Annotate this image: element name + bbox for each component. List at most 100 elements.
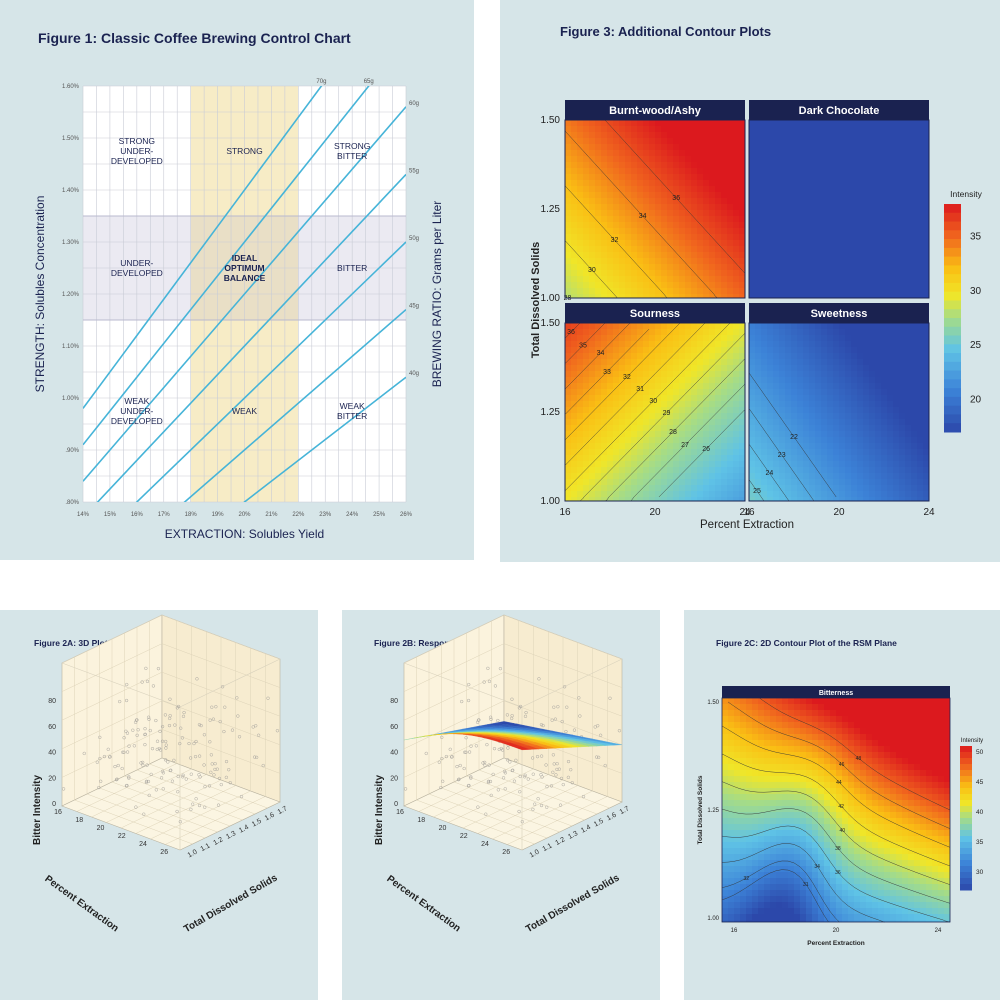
heatmap-cell <box>619 168 626 175</box>
heatmap-cell <box>721 485 728 492</box>
heatmap-cell <box>577 437 584 444</box>
data-point <box>98 756 102 761</box>
heatmap-cell <box>773 180 780 187</box>
heatmap-cell <box>691 365 698 372</box>
data-point <box>541 723 545 728</box>
heatmap-cell <box>869 395 876 402</box>
heatmap-cell <box>607 264 614 271</box>
contour-segment <box>570 454 576 460</box>
heatmap-cell <box>905 395 912 402</box>
heatmap-cell <box>655 395 662 402</box>
heatmap-cell <box>709 353 716 360</box>
heatmap-cell <box>815 120 822 127</box>
contour-segment <box>597 221 602 226</box>
heatmap-cell <box>727 431 734 438</box>
contour-segment <box>606 472 608 474</box>
heatmap-cell <box>845 294 852 298</box>
data-point <box>143 742 147 747</box>
heatmap-cell <box>709 138 716 145</box>
heatmap-cell <box>637 126 644 133</box>
heatmap-cell <box>709 407 716 414</box>
heatmap-cell <box>565 329 572 336</box>
heatmap-cell <box>727 144 734 151</box>
data-point <box>539 723 544 727</box>
heatmap-cell <box>923 210 929 217</box>
data-point <box>487 679 492 684</box>
heatmap-cell <box>923 228 929 235</box>
heatmap-cell <box>601 413 608 420</box>
heatmap-cell <box>815 335 822 342</box>
region-label: UNDER- <box>120 258 153 268</box>
heatmap-cell <box>661 335 668 342</box>
heatmap-cell <box>649 383 656 390</box>
heatmap-cell <box>631 497 638 501</box>
heatmap-cell <box>571 461 578 468</box>
heatmap-cell <box>809 419 816 426</box>
heatmap-cell <box>649 204 656 211</box>
data-point <box>214 705 218 709</box>
heatmap-cell <box>875 479 882 486</box>
heatmap-cell <box>905 383 912 390</box>
heatmap-cell <box>679 282 686 289</box>
contour-segment <box>664 386 668 390</box>
heatmap-cell <box>749 162 756 169</box>
contour-segment <box>732 364 739 371</box>
heatmap-cell <box>893 461 900 468</box>
contour-segment <box>707 369 710 372</box>
heatmap-cell <box>821 479 828 486</box>
heatmap-cell <box>809 168 816 175</box>
contour-segment <box>651 373 656 378</box>
contour-segment <box>576 448 582 454</box>
heatmap-cell <box>881 389 888 396</box>
heatmap-cell <box>613 341 620 348</box>
heatmap-cell <box>661 120 668 127</box>
heatmap-cell <box>595 443 602 450</box>
contour-segment <box>819 472 822 476</box>
contour-segment <box>676 197 680 202</box>
heatmap-cell <box>779 377 786 384</box>
heatmap-cell <box>691 270 698 277</box>
heatmap-cell <box>875 401 882 408</box>
heatmap-cell <box>785 335 792 342</box>
heatmap-cell <box>857 353 864 360</box>
heatmap-cell <box>803 425 810 432</box>
heatmap-cell <box>779 455 786 462</box>
data-point <box>106 747 110 751</box>
heatmap-cell <box>767 264 774 271</box>
heatmap-cell <box>691 413 698 420</box>
heatmap-cell <box>601 270 608 277</box>
heatmap-cell <box>685 347 692 354</box>
heatmap-cell <box>881 168 888 175</box>
heatmap-cell <box>673 138 680 145</box>
heatmap-cell <box>779 240 786 247</box>
heatmap-cell <box>803 497 810 501</box>
heatmap-cell <box>839 216 846 223</box>
heatmap-cell <box>821 222 828 229</box>
data-point <box>133 720 138 724</box>
heatmap-cell <box>619 288 626 295</box>
heatmap-cell <box>869 252 876 259</box>
heatmap-cell <box>631 192 638 199</box>
contour-segment <box>575 453 578 456</box>
heatmap-cell <box>815 431 822 438</box>
heatmap-cell <box>839 461 846 468</box>
contour-segment <box>598 326 602 330</box>
contour-label: 30 <box>649 398 657 405</box>
heatmap-cell <box>673 437 680 444</box>
heatmap-cell <box>923 335 929 342</box>
heatmap-cell <box>655 120 662 127</box>
heatmap-cell <box>739 216 745 223</box>
heatmap-cell <box>875 258 882 265</box>
contour-segment <box>600 424 605 429</box>
heatmap-cell <box>649 329 656 336</box>
heatmap-cell <box>869 365 876 372</box>
heatmap-cell <box>893 479 900 486</box>
heatmap-cell <box>857 120 864 127</box>
data-point <box>266 696 270 700</box>
heatmap-cell <box>791 491 798 498</box>
heatmap-cell <box>869 431 876 438</box>
heatmap-cell <box>911 335 918 342</box>
heatmap-cell <box>727 222 734 229</box>
heatmap-cell <box>791 347 798 354</box>
contour-segment <box>618 334 620 336</box>
